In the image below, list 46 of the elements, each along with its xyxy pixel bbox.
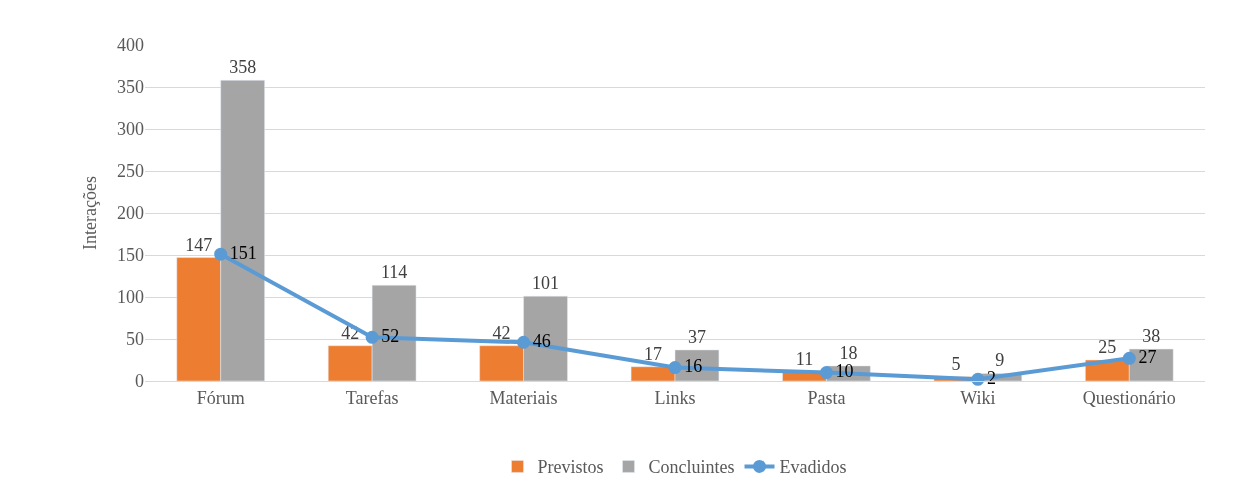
data-label: 151 xyxy=(229,242,257,263)
legend-label: Concluintes xyxy=(648,457,735,478)
y-tick-label: 0 xyxy=(135,371,144,392)
data-label: 5 xyxy=(951,353,961,374)
y-tick-label: 400 xyxy=(117,35,144,56)
y-tick-label: 50 xyxy=(126,329,144,350)
data-label: 114 xyxy=(380,262,408,283)
x-tick-label: Questionário xyxy=(1082,387,1176,408)
y-tick-label: 350 xyxy=(117,77,144,98)
y-tick-label: 200 xyxy=(117,203,144,224)
point xyxy=(1122,351,1136,365)
data-label: 38 xyxy=(1142,326,1161,347)
data-label: 27 xyxy=(1138,346,1157,367)
point xyxy=(517,335,531,349)
point xyxy=(214,247,228,261)
data-label: 147 xyxy=(185,234,213,255)
x-tick-label: Fórum xyxy=(196,387,245,408)
y-tick-label: 150 xyxy=(117,245,144,266)
data-label: 11 xyxy=(795,348,814,369)
data-label: 16 xyxy=(684,356,703,377)
data-label: 10 xyxy=(835,361,854,382)
x-tick-label: Links xyxy=(654,387,696,408)
data-label: 18 xyxy=(839,342,858,363)
data-label: 101 xyxy=(532,273,560,294)
point xyxy=(668,361,682,375)
data-label: 52 xyxy=(381,325,400,346)
x-tick-label: Wiki xyxy=(960,387,996,408)
data-label: 17 xyxy=(644,343,663,364)
legend-label: Evadidos xyxy=(779,457,847,478)
x-tick-label: Tarefas xyxy=(345,387,399,408)
point xyxy=(819,366,833,380)
y-tick-label: 300 xyxy=(117,119,144,140)
y-axis-title: Interações xyxy=(80,176,101,250)
data-label: 2 xyxy=(986,367,996,388)
data-label: 37 xyxy=(687,326,706,347)
y-tick-label: 100 xyxy=(117,287,144,308)
x-tick-label: Materiais xyxy=(489,387,558,408)
point xyxy=(365,330,379,344)
data-label: 25 xyxy=(1098,337,1117,357)
data-label: 42 xyxy=(492,322,511,343)
data-label: 46 xyxy=(532,330,551,351)
data-label: 9 xyxy=(995,350,1005,371)
y-tick-label: 250 xyxy=(117,161,144,182)
data-label: 358 xyxy=(229,57,257,78)
x-tick-label: Pasta xyxy=(807,387,846,408)
legend-label: Previstos xyxy=(537,457,604,478)
